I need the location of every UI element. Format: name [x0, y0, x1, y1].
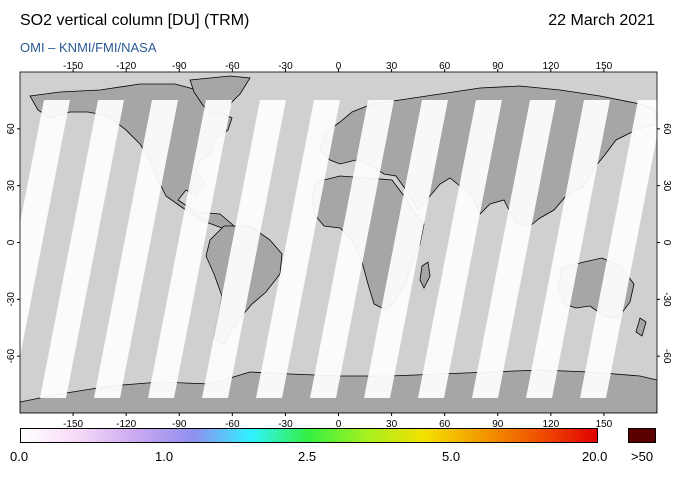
lon-label-bottom: 30 — [386, 419, 398, 430]
lat-label-right: -30 — [661, 292, 672, 307]
swath-8 — [418, 100, 502, 398]
lon-label-bottom: 120 — [542, 419, 559, 430]
lon-label-bottom: -120 — [116, 419, 136, 430]
lat-label-left: -30 — [6, 292, 17, 307]
swath-6 — [310, 100, 394, 398]
swath-0 — [20, 100, 70, 357]
map-date: 22 March 2021 — [548, 12, 655, 29]
lat-label-right: 0 — [661, 240, 672, 246]
lon-label-bottom: -150 — [63, 419, 83, 430]
colorbar-label-1: 1.0 — [155, 449, 174, 464]
swath-5 — [256, 100, 340, 398]
lat-label-left: -60 — [6, 349, 17, 364]
swath-9 — [472, 100, 556, 398]
lat-label-right: -60 — [661, 349, 672, 364]
lon-label-top: -120 — [116, 61, 136, 72]
satellite-swaths — [20, 100, 657, 398]
lon-label-bottom: -30 — [278, 419, 293, 430]
lon-label-bottom: 150 — [596, 419, 613, 430]
colorbar-label-4: 20.0 — [582, 449, 608, 464]
colorbar-label-3: 5.0 — [442, 449, 461, 464]
madagascar — [419, 261, 431, 289]
map-axes: -150 -150 -120 -120 -90 -90 -60 -60 -30 -30 0 0 30 30… — [6, 61, 672, 430]
lat-label-right: 60 — [661, 123, 672, 135]
lat-label-left: 30 — [6, 180, 17, 192]
lon-label-bottom: 90 — [492, 419, 504, 430]
lon-label-top: -30 — [278, 61, 293, 72]
lon-label-top: -60 — [225, 61, 240, 72]
swath-10 — [526, 100, 610, 398]
lon-label-bottom: -60 — [225, 419, 240, 430]
colorbar-label-2: 2.5 — [298, 449, 317, 464]
lon-label-top: 30 — [386, 61, 398, 72]
lon-label-top: -90 — [172, 61, 187, 72]
swath-7 — [364, 100, 448, 398]
lon-label-top: 60 — [439, 61, 451, 72]
lon-label-bottom: 0 — [336, 419, 342, 430]
colorbar-over-box — [628, 428, 656, 443]
lon-label-bottom: -90 — [172, 419, 187, 430]
lon-label-top: 150 — [596, 61, 613, 72]
lon-label-top: 0 — [336, 61, 342, 72]
map-title: SO2 vertical column [DU] (TRM) — [20, 12, 250, 29]
swath-2 — [94, 100, 178, 398]
lon-label-top: 90 — [492, 61, 504, 72]
new-zealand — [635, 317, 647, 337]
swath-4 — [202, 100, 286, 398]
lon-label-bottom: 60 — [439, 419, 451, 430]
colorbar-label-0: 0.0 — [10, 449, 29, 464]
lat-label-right: 30 — [661, 180, 672, 192]
lon-label-top: -150 — [63, 61, 83, 72]
lat-label-left: 0 — [6, 239, 17, 245]
data-source: OMI – KNMI/FMI/NASA — [20, 40, 157, 55]
swath-11 — [580, 100, 657, 398]
swath-1 — [40, 100, 124, 398]
colorbar-over-label: >50 — [631, 449, 654, 464]
swath-3 — [148, 100, 232, 398]
lat-label-left: 60 — [6, 123, 17, 135]
colorbar — [20, 428, 598, 443]
lon-label-top: 120 — [542, 61, 559, 72]
